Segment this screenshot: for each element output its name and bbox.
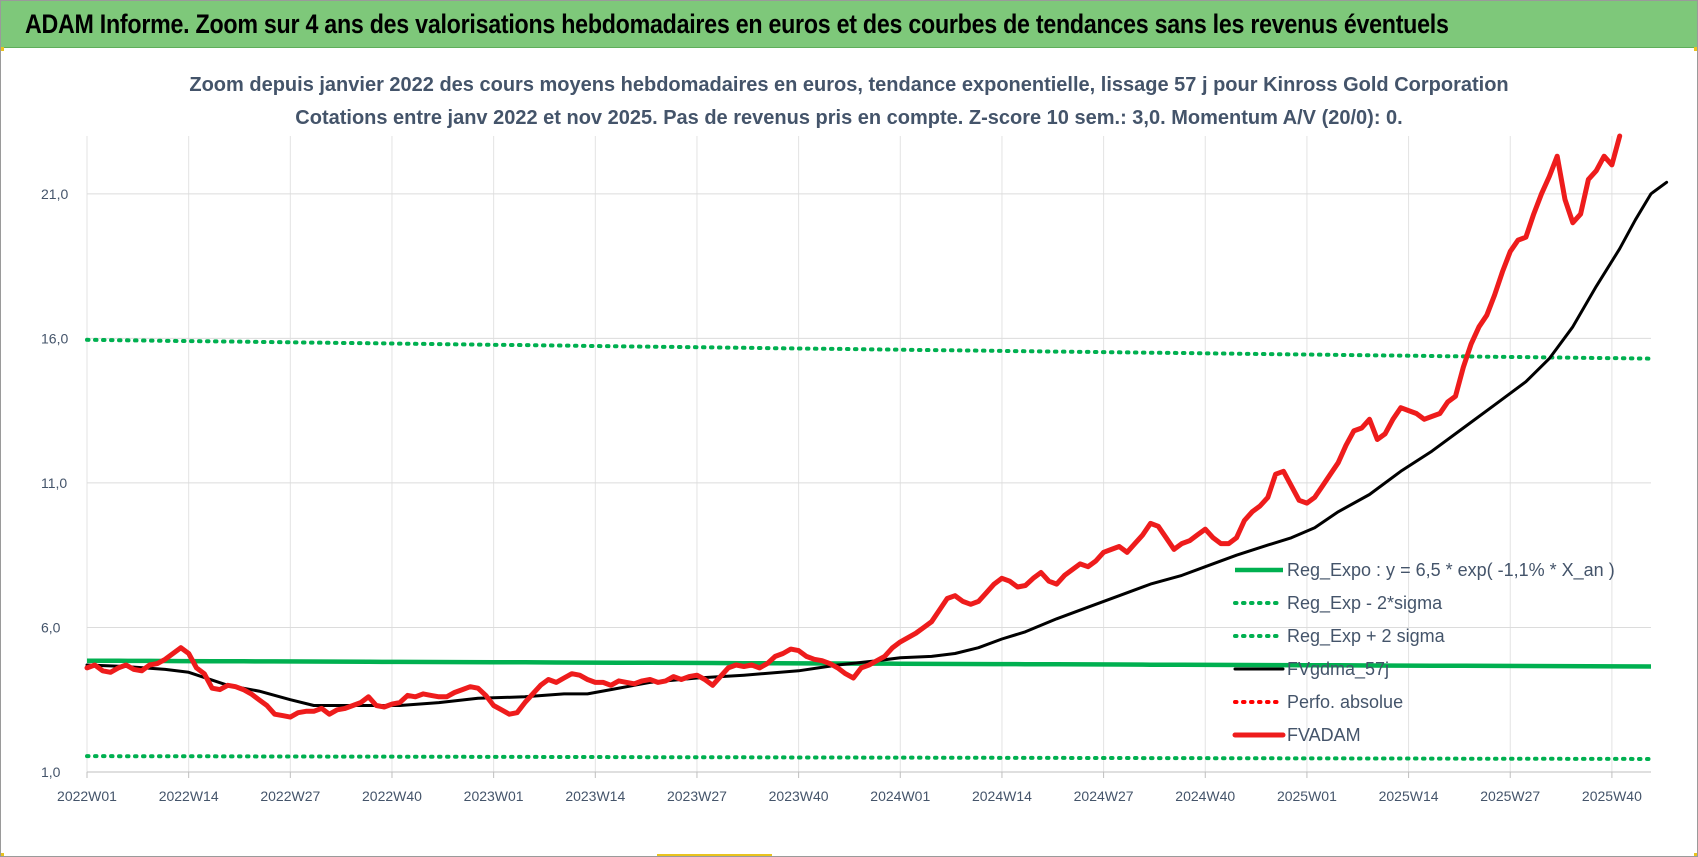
x-tick-label: 2024W40 bbox=[1175, 788, 1235, 804]
corner-mark-top-right bbox=[1694, 47, 1697, 51]
x-tick-label: 2023W01 bbox=[464, 788, 524, 804]
x-tick-label: 2022W14 bbox=[159, 788, 219, 804]
legend: Reg_Expo : y = 6,5 * exp( -1,1% * X_an )… bbox=[1232, 560, 1615, 745]
x-tick-label: 2025W27 bbox=[1480, 788, 1540, 804]
series-line-3 bbox=[85, 337, 1653, 361]
legend-label-1: Reg_Expo : y = 6,5 * exp( -1,1% * X_an ) bbox=[1287, 560, 1615, 581]
corner-mark-top-left bbox=[1, 47, 4, 51]
x-tick-label: 2022W40 bbox=[362, 788, 422, 804]
series bbox=[84, 133, 1669, 761]
page-title: ADAM Informe. Zoom sur 4 ans des valoris… bbox=[25, 9, 1449, 39]
series-line-2 bbox=[85, 754, 1653, 761]
x-tick-label: 2024W14 bbox=[972, 788, 1032, 804]
y-tick-label: 11,0 bbox=[41, 475, 67, 491]
legend-label-4: FVgdma_57j bbox=[1287, 659, 1389, 680]
corner-mark-bottom-left bbox=[1, 853, 4, 856]
grid bbox=[86, 136, 1651, 772]
x-tick-label: 2025W40 bbox=[1582, 788, 1642, 804]
x-tick-label: 2025W14 bbox=[1379, 788, 1439, 804]
series-line-6 bbox=[84, 133, 1623, 720]
y-tick-label: 1,0 bbox=[41, 764, 61, 780]
x-tick-label: 2022W27 bbox=[260, 788, 320, 804]
y-tick-label: 16,0 bbox=[41, 330, 68, 346]
corner-mark-bottom-right bbox=[1694, 853, 1697, 856]
legend-label-6: FVADAM bbox=[1287, 725, 1361, 745]
x-tick-label: 2022W01 bbox=[57, 788, 117, 804]
header-bar: ADAM Informe. Zoom sur 4 ans des valoris… bbox=[1, 1, 1697, 48]
y-tick-label: 6,0 bbox=[41, 619, 61, 635]
legend-label-2: Reg_Exp - 2*sigma bbox=[1287, 593, 1443, 614]
x-tick-label: 2023W27 bbox=[667, 788, 727, 804]
x-tick-label: 2025W01 bbox=[1277, 788, 1337, 804]
legend-label-5: Perfo. absolue bbox=[1287, 692, 1403, 712]
y-tick-label: 21,0 bbox=[41, 186, 68, 202]
legend-label-3: Reg_Exp + 2 sigma bbox=[1287, 626, 1446, 647]
corner-mark-bottom-mid bbox=[657, 854, 772, 856]
chart-subtitle: Cotations entre janv 2022 et nov 2025. P… bbox=[295, 107, 1402, 129]
x-tick-label: 2023W14 bbox=[565, 788, 625, 804]
x-tick-label: 2023W40 bbox=[769, 788, 829, 804]
chart-title: Zoom depuis janvier 2022 des cours moyen… bbox=[189, 74, 1508, 96]
axes: 1,0 6,0 11,0 16,0 21,0 2022W01 2022W14 2022W27 2… bbox=[41, 186, 1651, 804]
x-tick-label: 2024W27 bbox=[1074, 788, 1134, 804]
x-tick-label: 2024W01 bbox=[870, 788, 930, 804]
